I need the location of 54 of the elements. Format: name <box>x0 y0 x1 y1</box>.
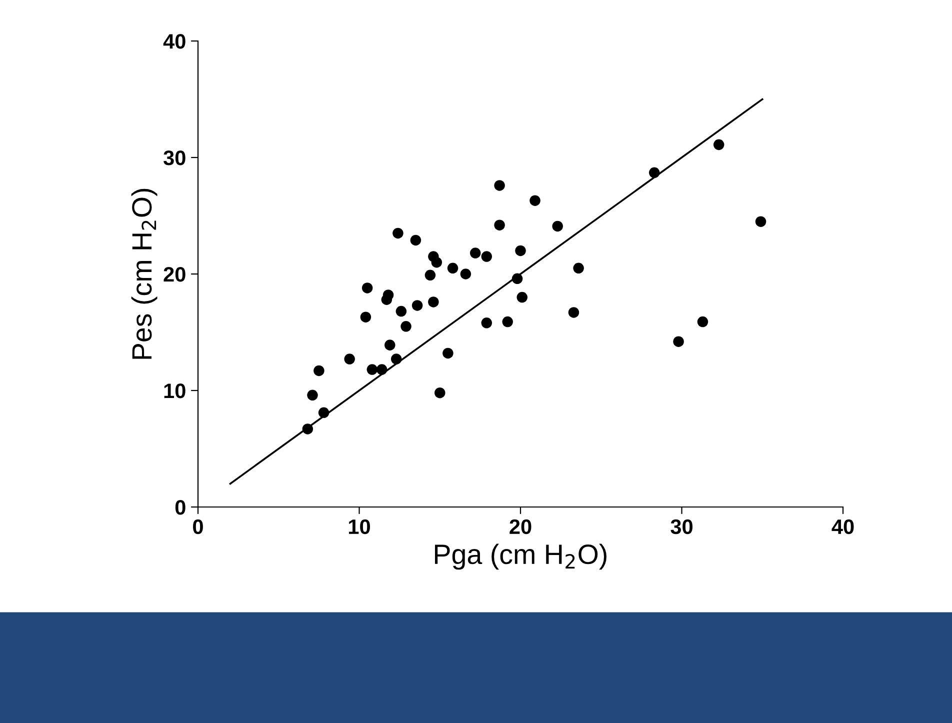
point <box>481 318 492 328</box>
point <box>515 245 526 256</box>
point <box>400 321 412 332</box>
point <box>573 262 584 274</box>
point <box>494 220 505 230</box>
point <box>512 273 523 284</box>
y-tick-label: 30 <box>164 150 186 166</box>
point <box>447 262 458 274</box>
point <box>376 364 388 375</box>
point <box>442 348 454 359</box>
x-tick-label: 30 <box>670 519 692 534</box>
y-axis-title: Pes (cm H$_{2}$O) <box>131 188 158 359</box>
point <box>460 268 472 280</box>
point <box>673 336 684 347</box>
point <box>502 316 513 328</box>
point <box>755 216 766 227</box>
point <box>318 407 330 418</box>
point <box>302 424 314 434</box>
point <box>396 306 407 317</box>
point <box>697 316 708 328</box>
point <box>382 290 394 300</box>
x-tick-label: 0 <box>193 519 203 534</box>
x-tick-label: 20 <box>510 519 532 534</box>
point <box>428 296 439 308</box>
point <box>307 390 318 401</box>
point <box>470 248 481 258</box>
point <box>494 180 505 191</box>
point <box>390 354 402 364</box>
point <box>530 195 540 206</box>
point <box>412 300 423 311</box>
point <box>384 340 396 350</box>
x-tick-label: 10 <box>348 519 370 534</box>
point <box>648 167 660 178</box>
y-tick-label: 10 <box>164 384 186 398</box>
point <box>516 292 528 303</box>
point <box>424 270 436 281</box>
point <box>552 220 563 232</box>
point <box>434 387 446 398</box>
y-tick-label: 0 <box>175 500 186 515</box>
point <box>713 139 724 150</box>
x-axis-title: Pga (cm H$_{2}$O) <box>435 544 606 570</box>
point <box>431 256 442 268</box>
x-tick-label: 40 <box>832 519 854 534</box>
point <box>344 354 355 364</box>
point <box>568 307 580 318</box>
y-tick-label: 40 <box>163 34 186 49</box>
point <box>314 365 324 376</box>
point <box>362 282 373 294</box>
point <box>410 234 422 246</box>
point <box>392 228 404 239</box>
point <box>481 251 492 262</box>
y-tick-label: 20 <box>164 267 186 282</box>
point <box>366 364 378 375</box>
point <box>360 312 372 322</box>
